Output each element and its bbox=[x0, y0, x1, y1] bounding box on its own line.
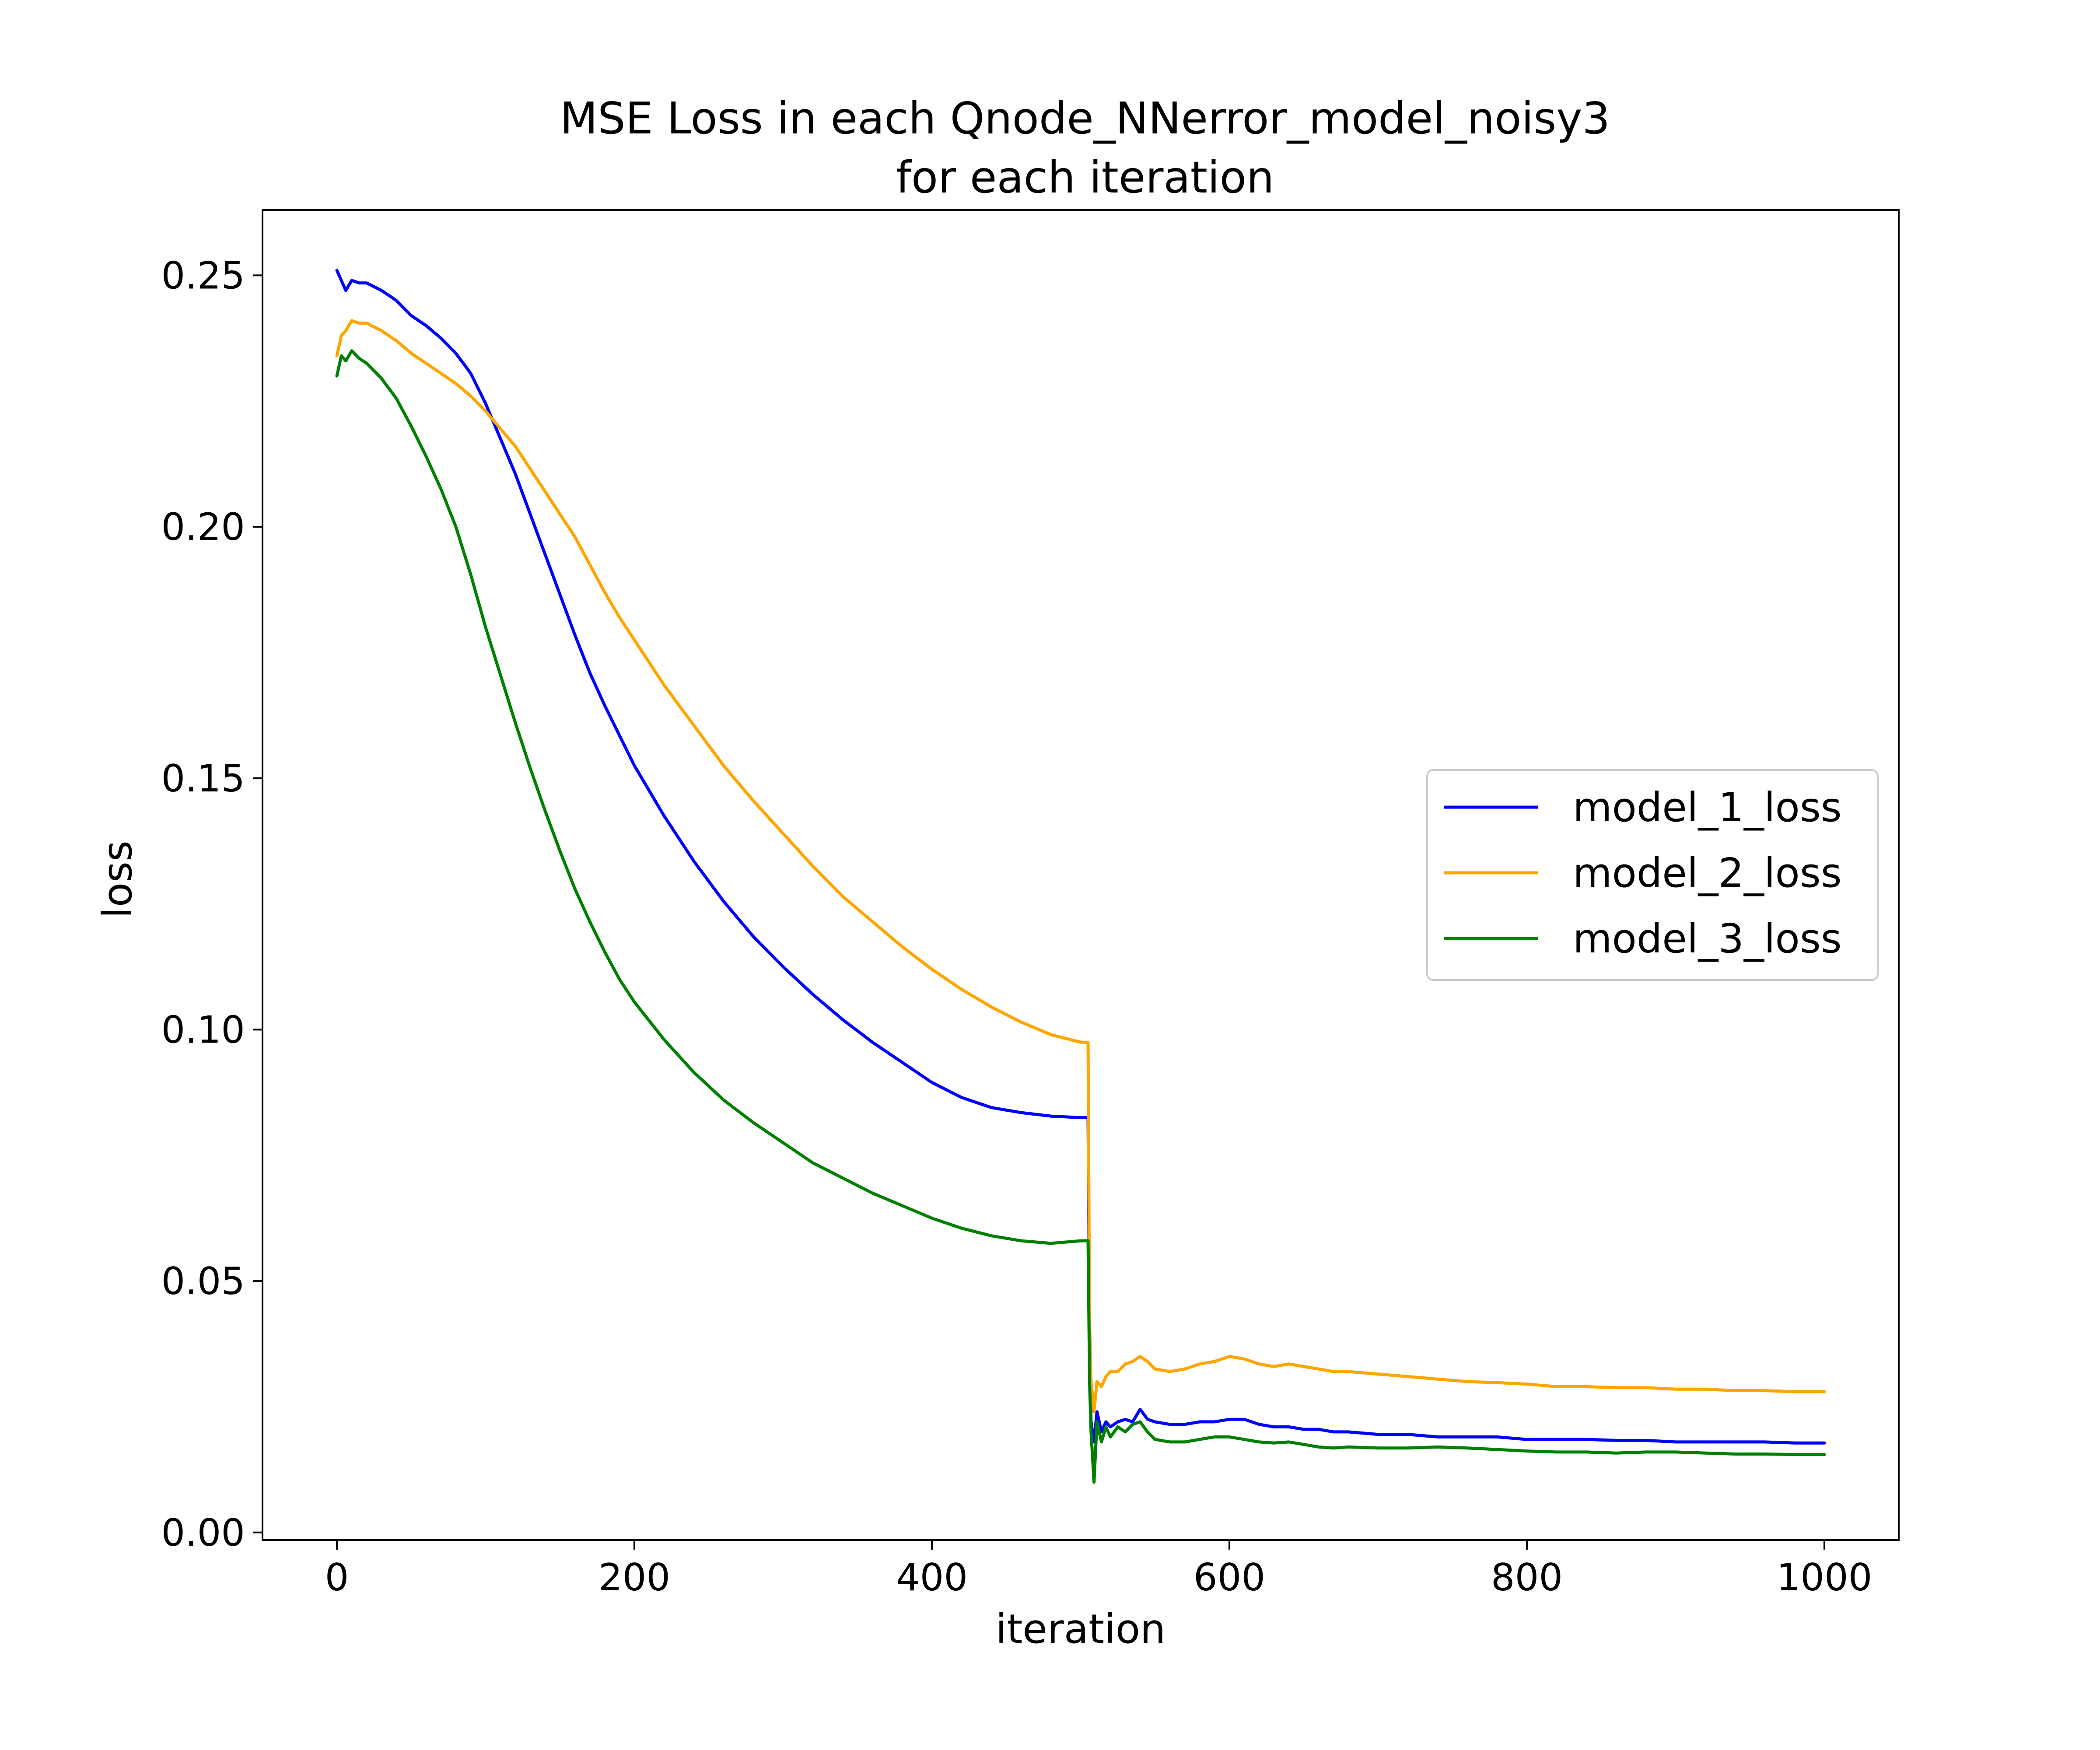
legend-box bbox=[1426, 769, 1879, 981]
x-tick-label: 0 bbox=[325, 1556, 349, 1600]
legend-label-model-3-loss: model_3_loss bbox=[1573, 915, 1842, 962]
legend-label-model-1-loss: model_1_loss bbox=[1573, 784, 1842, 831]
y-tick-label: 0.00 bbox=[161, 1511, 245, 1555]
x-tick-label: 600 bbox=[1194, 1556, 1265, 1600]
x-tick-label: 400 bbox=[896, 1556, 968, 1600]
chart-title-line-2: for each iteration bbox=[896, 152, 1274, 203]
plot-frame bbox=[262, 209, 1900, 1541]
y-tick-label: 0.10 bbox=[161, 1008, 245, 1052]
y-tick-label: 0.15 bbox=[161, 757, 245, 801]
y-tick-label: 0.25 bbox=[161, 254, 245, 298]
x-tick-label: 1000 bbox=[1777, 1556, 1872, 1600]
x-axis-ticks: 0 200 400 600 800 1000 bbox=[325, 1540, 1872, 1600]
x-tick-label: 800 bbox=[1491, 1556, 1563, 1600]
y-tick-label: 0.05 bbox=[161, 1260, 245, 1303]
x-tick-label: 200 bbox=[598, 1556, 670, 1600]
y-axis-label: loss bbox=[94, 840, 141, 918]
x-axis-label: iteration bbox=[996, 1606, 1166, 1652]
y-axis-ticks: 0.00 0.05 0.10 0.15 0.20 0.25 bbox=[161, 254, 262, 1555]
legend: model_1_loss model_2_loss model_3_loss bbox=[1426, 769, 1879, 981]
chart-title-line-1: MSE Loss in each Qnode_NNerror_model_noi… bbox=[560, 93, 1610, 144]
legend-label-model-2-loss: model_2_loss bbox=[1573, 850, 1842, 896]
series-lines bbox=[335, 269, 1826, 1484]
y-tick-label: 0.20 bbox=[161, 505, 245, 549]
series-line-model-3-loss bbox=[335, 349, 1826, 1484]
